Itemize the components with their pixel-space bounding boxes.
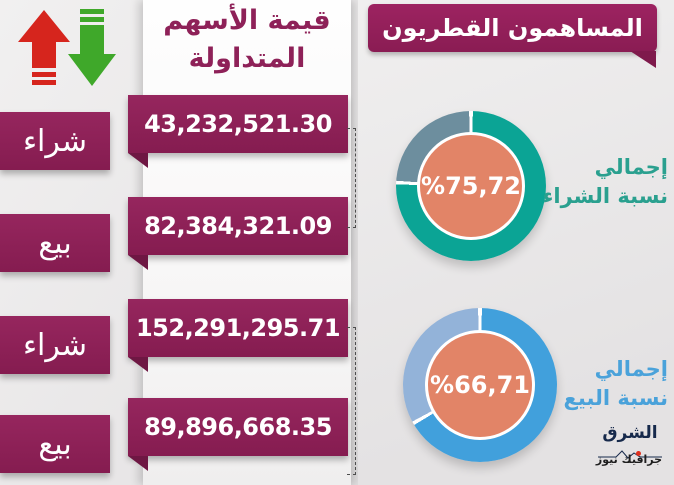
- value-band-sell-institutions: 89,896,668.35: [128, 398, 348, 456]
- logo-subtitle: جرافيك نيوز: [595, 453, 663, 466]
- band-fold: [128, 153, 148, 168]
- total-buy-caption-line2: نسبة الشراء: [542, 184, 668, 208]
- institutions-bracket: [347, 327, 356, 475]
- value-band-sell-individuals: 82,384,321.09: [128, 197, 348, 255]
- traded-shares-title-line1: قيمة الأسهم: [163, 5, 331, 36]
- logo-zigzag-icon: [598, 444, 662, 463]
- up-arrow-icon: [18, 10, 70, 85]
- qatari-shareholders-header: المساهمون القطريون: [368, 4, 657, 52]
- donut-chart-total-sell: %66,71: [403, 308, 557, 462]
- total-sell-caption: إجمالي نسبة البيع: [538, 355, 668, 413]
- total-buy-caption: إجمالي نسبة الشراء: [538, 153, 668, 211]
- label-band-buy-institutions: شراء: [0, 316, 110, 374]
- traded-shares-title-line2: المتداولة: [188, 43, 306, 74]
- band-fold: [128, 357, 148, 372]
- total-sell-caption-line1: إجمالي: [594, 357, 668, 381]
- label-band-buy-individuals: شراء: [0, 112, 110, 170]
- donut-center-sell: %66,71: [424, 329, 536, 441]
- logo-red-dot: [636, 451, 641, 456]
- individuals-bracket: [347, 128, 356, 228]
- total-sell-caption-line2: نسبة البيع: [563, 386, 668, 410]
- band-fold: [128, 255, 148, 270]
- total-buy-caption-line1: إجمالي: [594, 155, 668, 179]
- label-band-sell-institutions: بيع: [0, 415, 110, 473]
- logo-title: الشرق: [602, 423, 658, 443]
- value-band-buy-individuals: 43,232,521.30: [128, 95, 348, 153]
- down-arrow-icon: [68, 9, 116, 86]
- band-fold: [128, 456, 148, 471]
- traded-shares-title: قيمة الأسهم المتداولة: [143, 2, 351, 78]
- donut-chart-total-buy: %75,72: [396, 111, 546, 261]
- sell-percent-label: %66,71: [430, 371, 530, 399]
- up-down-arrows-legend: [14, 6, 118, 90]
- donut-center-buy: %75,72: [417, 132, 525, 240]
- label-band-sell-individuals: بيع: [0, 214, 110, 272]
- buy-percent-label: %75,72: [421, 172, 521, 200]
- value-band-buy-institutions: 152,291,295.71: [128, 299, 348, 357]
